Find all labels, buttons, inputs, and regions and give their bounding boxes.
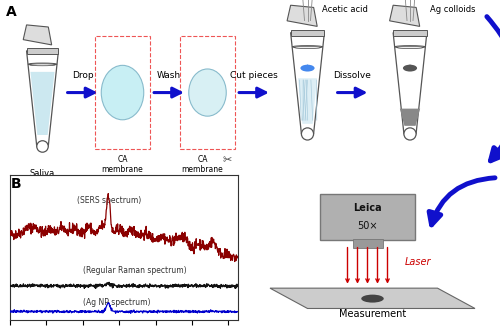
Polygon shape [400,109,420,126]
Ellipse shape [395,46,425,48]
Polygon shape [270,288,475,309]
Text: Acetic acid: Acetic acid [322,5,368,15]
Ellipse shape [30,64,55,66]
Bar [352,239,382,248]
Text: Saliva: Saliva [30,169,55,178]
Ellipse shape [294,47,321,49]
Text: ✂: ✂ [223,155,232,165]
Text: A: A [6,5,17,19]
Text: 50×: 50× [357,221,378,231]
Polygon shape [390,5,420,26]
Polygon shape [298,78,317,124]
Bar [26,48,58,54]
Ellipse shape [302,128,314,140]
Polygon shape [304,64,312,68]
Polygon shape [23,25,52,45]
Text: Drop: Drop [72,71,94,80]
Text: Ag colloids: Ag colloids [430,5,476,15]
Bar [95,36,150,149]
Text: (SERS spectrum): (SERS spectrum) [78,196,142,205]
FancyBboxPatch shape [320,194,415,240]
Text: Wash: Wash [157,71,181,80]
Ellipse shape [361,295,384,303]
Text: Laser: Laser [405,257,431,267]
Polygon shape [406,64,414,68]
Polygon shape [290,33,324,134]
Text: (Regular Raman spectrum): (Regular Raman spectrum) [83,266,186,275]
Polygon shape [287,5,317,26]
Text: Cut pieces: Cut pieces [230,71,278,80]
Text: CA
membrane: CA membrane [182,155,224,174]
Ellipse shape [28,63,57,65]
Polygon shape [26,51,58,147]
Ellipse shape [396,47,423,49]
Text: Measurement: Measurement [339,309,406,319]
Ellipse shape [292,46,322,48]
Text: (Ag NP spectrum): (Ag NP spectrum) [83,298,150,307]
Bar [393,30,427,36]
Ellipse shape [404,128,416,140]
Text: Dissolve: Dissolve [334,71,372,80]
Ellipse shape [101,65,144,120]
Polygon shape [393,33,427,134]
Ellipse shape [37,141,48,152]
Text: CA
membrane: CA membrane [102,155,143,174]
Bar [290,30,324,36]
Ellipse shape [300,65,314,72]
Text: B: B [11,177,22,190]
Text: Leica: Leica [353,203,382,213]
Ellipse shape [189,69,226,116]
Ellipse shape [403,65,417,72]
Bar [180,36,235,149]
Polygon shape [30,72,54,135]
